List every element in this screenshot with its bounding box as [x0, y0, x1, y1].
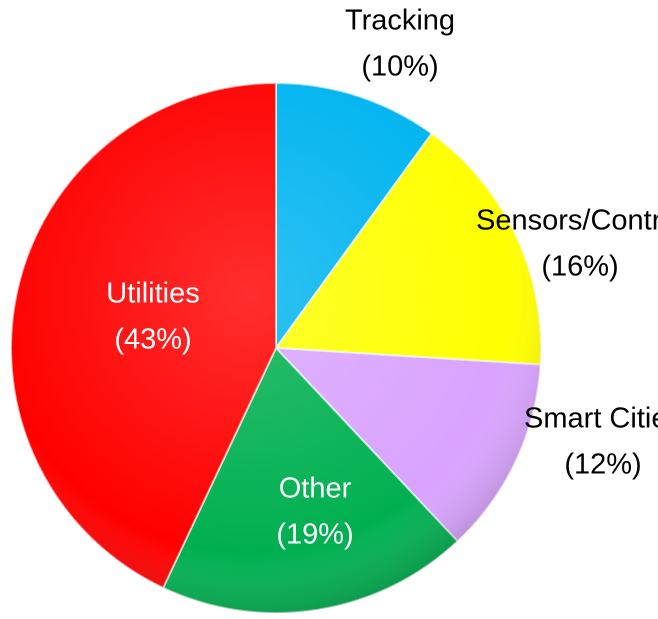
slice-value-label: (10%)	[361, 51, 438, 83]
slice-label: Utilities	[106, 278, 199, 310]
slice-value-label: (16%)	[541, 251, 618, 283]
slice-value-label: (43%)	[114, 324, 191, 356]
slice-label: Smart Cities	[524, 403, 658, 435]
slice-label: Sensors/Control	[476, 205, 658, 237]
slice-label: Other	[279, 473, 352, 505]
slice-value-label: (19%)	[276, 519, 353, 551]
labels: Tracking (10%) Sensors/Control (16%) Smart C…	[106, 5, 658, 551]
slice-value-label: (12%)	[564, 449, 641, 481]
slice-label: Tracking	[345, 5, 455, 37]
